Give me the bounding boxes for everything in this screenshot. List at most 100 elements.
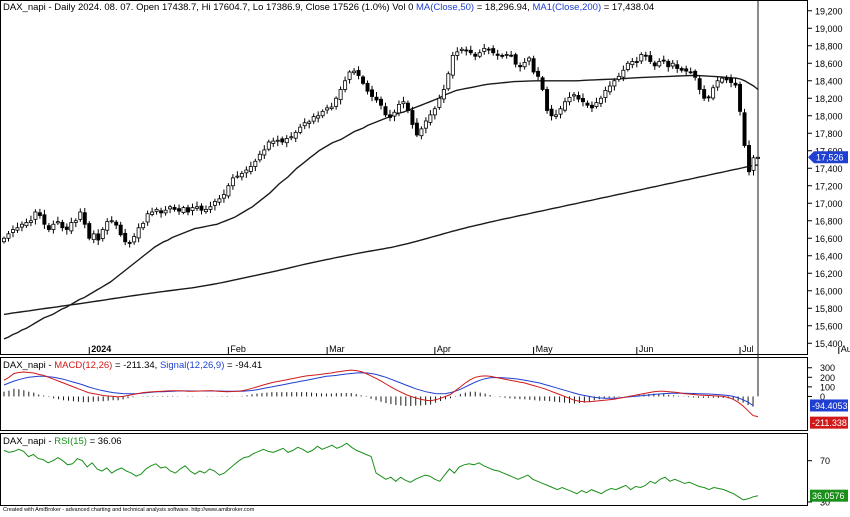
- candle-bull: [343, 76, 348, 93]
- rsi-tick-label: 70: [820, 456, 830, 466]
- candle-body: [563, 101, 567, 111]
- signal-value-label: -94.4053: [812, 401, 848, 411]
- candle-body: [73, 220, 78, 223]
- rsi-value: = 36.06: [89, 436, 122, 447]
- candle-body: [634, 61, 639, 63]
- macd-value-label: -211.338: [812, 418, 847, 428]
- candle-bear: [356, 66, 361, 80]
- candle-bull: [298, 123, 303, 135]
- candle-bull: [33, 209, 38, 225]
- macd-tick-label: 300: [820, 363, 835, 373]
- candle-bull: [100, 227, 105, 242]
- candle-bull: [616, 72, 621, 82]
- price-tick-label: 15,400: [815, 339, 843, 349]
- candle-bear: [652, 60, 657, 70]
- candle-bear: [693, 69, 698, 81]
- candle-bear: [491, 45, 496, 56]
- candle-body: [212, 201, 217, 206]
- candle-body: [455, 51, 460, 56]
- candle-body: [271, 140, 276, 144]
- candle-body: [235, 175, 240, 178]
- candle-bull: [338, 86, 343, 105]
- macd-lines: [3, 369, 759, 418]
- candle-body: [329, 106, 334, 109]
- candle-bear: [172, 204, 177, 212]
- candle-bull: [105, 218, 110, 235]
- candle-body: [51, 223, 56, 230]
- candle-body: [302, 122, 307, 127]
- macd-header: DAX_napi - MACD(12,26) = -211.34, Signal…: [3, 360, 262, 371]
- macd-label: MACD(12,26): [54, 360, 113, 371]
- candle-body: [405, 102, 410, 111]
- candle-bear: [724, 75, 729, 84]
- candle-bull: [316, 111, 321, 123]
- candle-bull: [154, 207, 159, 215]
- candle-bear: [679, 66, 684, 73]
- rsi-label: RSI(15): [54, 436, 87, 447]
- candle-body: [168, 206, 173, 210]
- candle-body: [747, 145, 751, 173]
- candle-body: [733, 82, 738, 86]
- ma200-label: MA1(Close,200): [532, 2, 602, 13]
- candle-bull: [715, 76, 720, 91]
- candle-bear: [742, 108, 747, 148]
- candle-body: [257, 153, 262, 161]
- candle-bull: [168, 204, 173, 214]
- candle-bull: [257, 150, 262, 163]
- candle-bear: [118, 221, 123, 237]
- candle-body: [545, 89, 550, 111]
- candle-bear: [177, 204, 182, 215]
- candle-body: [513, 54, 518, 65]
- price-tick-label: 17,400: [815, 164, 843, 174]
- candle-bull: [2, 236, 6, 244]
- rsi-panel-frame: [0, 433, 808, 506]
- candle-bull: [670, 60, 675, 69]
- candle-bull: [221, 189, 226, 203]
- candle-body: [477, 52, 482, 57]
- macd-value-boxes: -94.4053 -211.338: [810, 399, 848, 429]
- candle-body: [715, 80, 720, 88]
- candle-body: [702, 89, 707, 99]
- candle-bull: [141, 221, 146, 231]
- candle-bear: [405, 100, 410, 114]
- ma50-line: [3, 74, 759, 340]
- candle-body: [316, 115, 321, 119]
- candle-body: [42, 214, 47, 225]
- rsi-header: DAX_napi - RSI(15) = 36.06: [3, 436, 122, 447]
- candle-body: [275, 139, 280, 142]
- candle-bear: [46, 223, 51, 233]
- candle-body: [307, 121, 312, 124]
- candle-bull: [284, 135, 289, 148]
- candle-bear: [576, 91, 581, 103]
- candle-bull: [320, 109, 325, 119]
- candle-body: [697, 78, 702, 90]
- candle-bull: [401, 96, 406, 109]
- candle-bull: [91, 230, 96, 244]
- candle-bull: [181, 205, 186, 215]
- candle-body: [320, 110, 325, 117]
- candle-body: [24, 222, 29, 227]
- candle-bull: [15, 222, 20, 233]
- candle-body: [136, 227, 141, 239]
- candle-body: [625, 62, 630, 70]
- candle-body: [576, 95, 581, 100]
- candle-body: [729, 78, 734, 83]
- candle-body: [284, 138, 289, 144]
- candle-bull: [266, 139, 271, 152]
- credit-line: Created with AmiBroker - advanced charti…: [3, 507, 255, 513]
- candle-bull: [603, 86, 608, 103]
- price-tick-label: 17,800: [815, 129, 843, 139]
- candle-bull: [212, 198, 217, 211]
- candle-body: [46, 225, 51, 230]
- candle-body: [738, 84, 743, 112]
- rsi-y-ticks: 30 70: [807, 456, 830, 507]
- rsi-line: [3, 442, 759, 501]
- candle-bear: [549, 105, 554, 121]
- candle-bear: [486, 46, 491, 55]
- candle-body: [509, 54, 514, 57]
- candle-body: [527, 57, 532, 62]
- candle-body: [6, 233, 11, 239]
- candle-bear: [666, 59, 671, 72]
- price-tick-label: 17,000: [815, 199, 843, 209]
- candle-bear: [383, 102, 388, 118]
